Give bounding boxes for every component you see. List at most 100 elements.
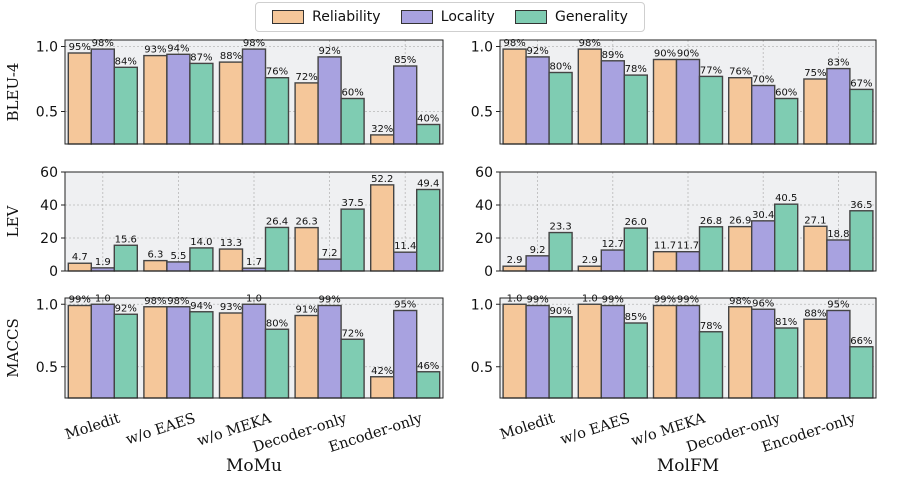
momu-panel-3-value-label: 94% [190, 301, 212, 312]
momu-panel-3-value-label: 42% [371, 366, 393, 377]
molfm-panel-1-value-label: 67% [850, 78, 872, 89]
molfm-panel-2-bar-locality-moledit [525, 255, 550, 272]
molfm-panel-1-value-label: 70% [752, 75, 774, 86]
momu-xtick-label-w-o-eaes: w/o EAES [124, 411, 198, 449]
molfm-panel-2-value-label: 26.0 [625, 217, 647, 228]
momu-panel-1-bar-generality-encoder-only [416, 123, 441, 145]
momu-panel-1-value-label: 88% [220, 51, 242, 62]
momu-xlabel: MoMu [226, 456, 282, 476]
momu-panel-1-value-label: 87% [190, 52, 212, 63]
molfm-panel-2-ytick-label: 20 [475, 231, 493, 247]
momu-panel-3-value-label: 80% [266, 318, 288, 329]
molfm-panel-1-value-label: 75% [804, 68, 826, 79]
molfm-panel-2-value-label: 40.5 [775, 193, 797, 204]
momu-panel-2-value-label: 7.2 [322, 248, 338, 259]
momu-panel-2-value-label: 1.9 [95, 257, 111, 268]
momu-panel-1-ytick-label: 1.0 [36, 40, 58, 56]
legend-swatch-locality [400, 10, 433, 24]
legend-label-reliability: Reliability [312, 9, 381, 25]
molfm-panel-3-bar-locality-w-o-eaes [600, 304, 625, 399]
molfm-panel-3-bar-reliability-w-o-meka [652, 304, 678, 399]
molfm-panel-3-value-label: 99% [677, 295, 699, 306]
molfm-panel-3-bar-reliability-encoder-only [803, 318, 828, 399]
momu-panel-1-value-label: 40% [417, 114, 439, 125]
momu-panel-3-bar-reliability-w-o-eaes [143, 306, 168, 399]
momu-panel-2-value-label: 49.4 [417, 178, 439, 189]
molfm-panel-2-bar-generality-encoder-only [849, 210, 874, 272]
momu-panel-2-value-label: 11.4 [394, 241, 416, 252]
momu-panel-3-value-label: 93% [220, 302, 242, 313]
momu-panel-3-value-label: 72% [341, 328, 363, 339]
momu-panel-1-value-label: 95% [69, 42, 91, 53]
momu-panel-3-bar-locality-moledit [90, 303, 116, 399]
molfm-panel-3-bar-generality-w-o-meka [698, 331, 724, 399]
momu-panel-2-value-label: 6.3 [147, 250, 163, 261]
momu-panel-1-bar-generality-w-o-meka [264, 76, 290, 145]
momu-panel-2-value-label: 52.2 [371, 174, 393, 185]
molfm-panel-1-bar-reliability-w-o-meka [652, 58, 678, 145]
momu-panel-3-bar-locality-decoder-only [317, 304, 342, 399]
legend-item-locality: Locality [400, 9, 495, 25]
momu-panel-3-value-label: 95% [394, 300, 416, 311]
molfm-panel-1-bar-generality-decoder-only [774, 97, 799, 145]
molfm-panel-2-bar-reliability-decoder-only [728, 225, 753, 272]
momu-panel-2-bar-generality-moledit [113, 244, 139, 272]
momu-panel-1-bar-reliability-w-o-eaes [143, 54, 168, 145]
momu-panel-3-bar-reliability-decoder-only [294, 314, 319, 399]
molfm-xlabel: MolFM [657, 456, 719, 476]
molfm-panel-1-bar-generality-encoder-only [849, 88, 874, 145]
momu-panel-2-frame [64, 171, 444, 272]
molfm-panel-3-value-label: 85% [625, 312, 647, 323]
molfm-panel-2-bar-reliability-w-o-eaes [577, 265, 602, 272]
molfm-panel-3-value-label: 81% [775, 317, 797, 328]
momu-panel-3-bar-generality-w-o-eaes [189, 311, 214, 399]
molfm-panel-2-bar-locality-decoder-only [751, 220, 776, 272]
molfm-panel-3-bar-generality-decoder-only [774, 327, 799, 399]
molfm-panel-3-value-label: 88% [804, 308, 826, 319]
molfm-panel-1-bar-locality-w-o-eaes [600, 60, 625, 145]
momu-panel-2-value-label: 26.4 [266, 216, 288, 227]
molfm-panel-2-value-label: 2.9 [507, 255, 523, 266]
momu-panel-2-bar-reliability-moledit [67, 262, 93, 272]
molfm-panel-2-value-label: 27.1 [804, 215, 826, 226]
momu-panel-2-bar-generality-w-o-meka [264, 226, 290, 272]
molfm-panel-3-ytick-label: 1.0 [471, 297, 493, 313]
momu-panel-1-value-label: 85% [394, 55, 416, 66]
momu-panel-3-value-label: 91% [295, 305, 317, 316]
molfm-panel-1-value-label: 78% [625, 64, 647, 75]
momu-panel-3-value-label: 98% [167, 296, 189, 307]
momu-panel-2-bar-reliability-encoder-only [370, 184, 395, 272]
molfm-panel-2-value-label: 2.9 [582, 255, 598, 266]
molfm-panel-3-value-label: 95% [827, 300, 849, 311]
molfm-panel-3-ytick-label: 0.5 [471, 360, 493, 376]
molfm-panel-1-value-label: 83% [827, 58, 849, 69]
molfm-panel-3-value-label: 96% [752, 298, 774, 309]
momu-panel-1-bar-reliability-w-o-meka [218, 61, 244, 145]
momu-panel-3-frame [64, 297, 444, 399]
momu-panel-2-bar-generality-encoder-only [416, 188, 441, 272]
momu-panel-1-bar-locality-w-o-meka [241, 48, 267, 145]
momu-panel-1-value-label: 98% [92, 38, 114, 49]
molfm-panel-1-bar-generality-w-o-eaes [623, 74, 648, 145]
momu-panel-2-bar-locality-w-o-eaes [166, 261, 191, 272]
momu-panel-1-value-label: 94% [167, 43, 189, 54]
momu-panel-1-value-label: 60% [341, 88, 363, 99]
momu-xtick-label-moledit: Moledit [63, 411, 122, 444]
momu-panel-1-value-label: 93% [144, 45, 166, 56]
momu-panel-2-value-label: 1.7 [246, 257, 262, 268]
momu-panel-3-bar-generality-encoder-only [416, 371, 441, 399]
molfm-panel-2-value-label: 12.7 [602, 239, 624, 250]
ylabel-maccs: MACCS [4, 318, 22, 377]
molfm-panel-1-value-label: 76% [729, 67, 751, 78]
momu-panel-1-value-label: 32% [371, 124, 393, 135]
molfm-panel-3-value-label: 1.0 [507, 293, 523, 304]
legend-label-locality: Locality [440, 9, 495, 25]
molfm-panel-1-bar-reliability-w-o-eaes [577, 48, 602, 145]
momu-panel-1-bar-locality-decoder-only [317, 56, 342, 145]
molfm-panel-2-bar-locality-w-o-meka [675, 250, 701, 272]
molfm-panel-3-bar-reliability-moledit [502, 303, 527, 399]
momu-panel-2-value-label: 5.5 [170, 251, 186, 262]
momu-panel-3-ytick-label: 0.5 [36, 360, 58, 376]
molfm-panel-3-bar-locality-decoder-only [751, 308, 776, 399]
